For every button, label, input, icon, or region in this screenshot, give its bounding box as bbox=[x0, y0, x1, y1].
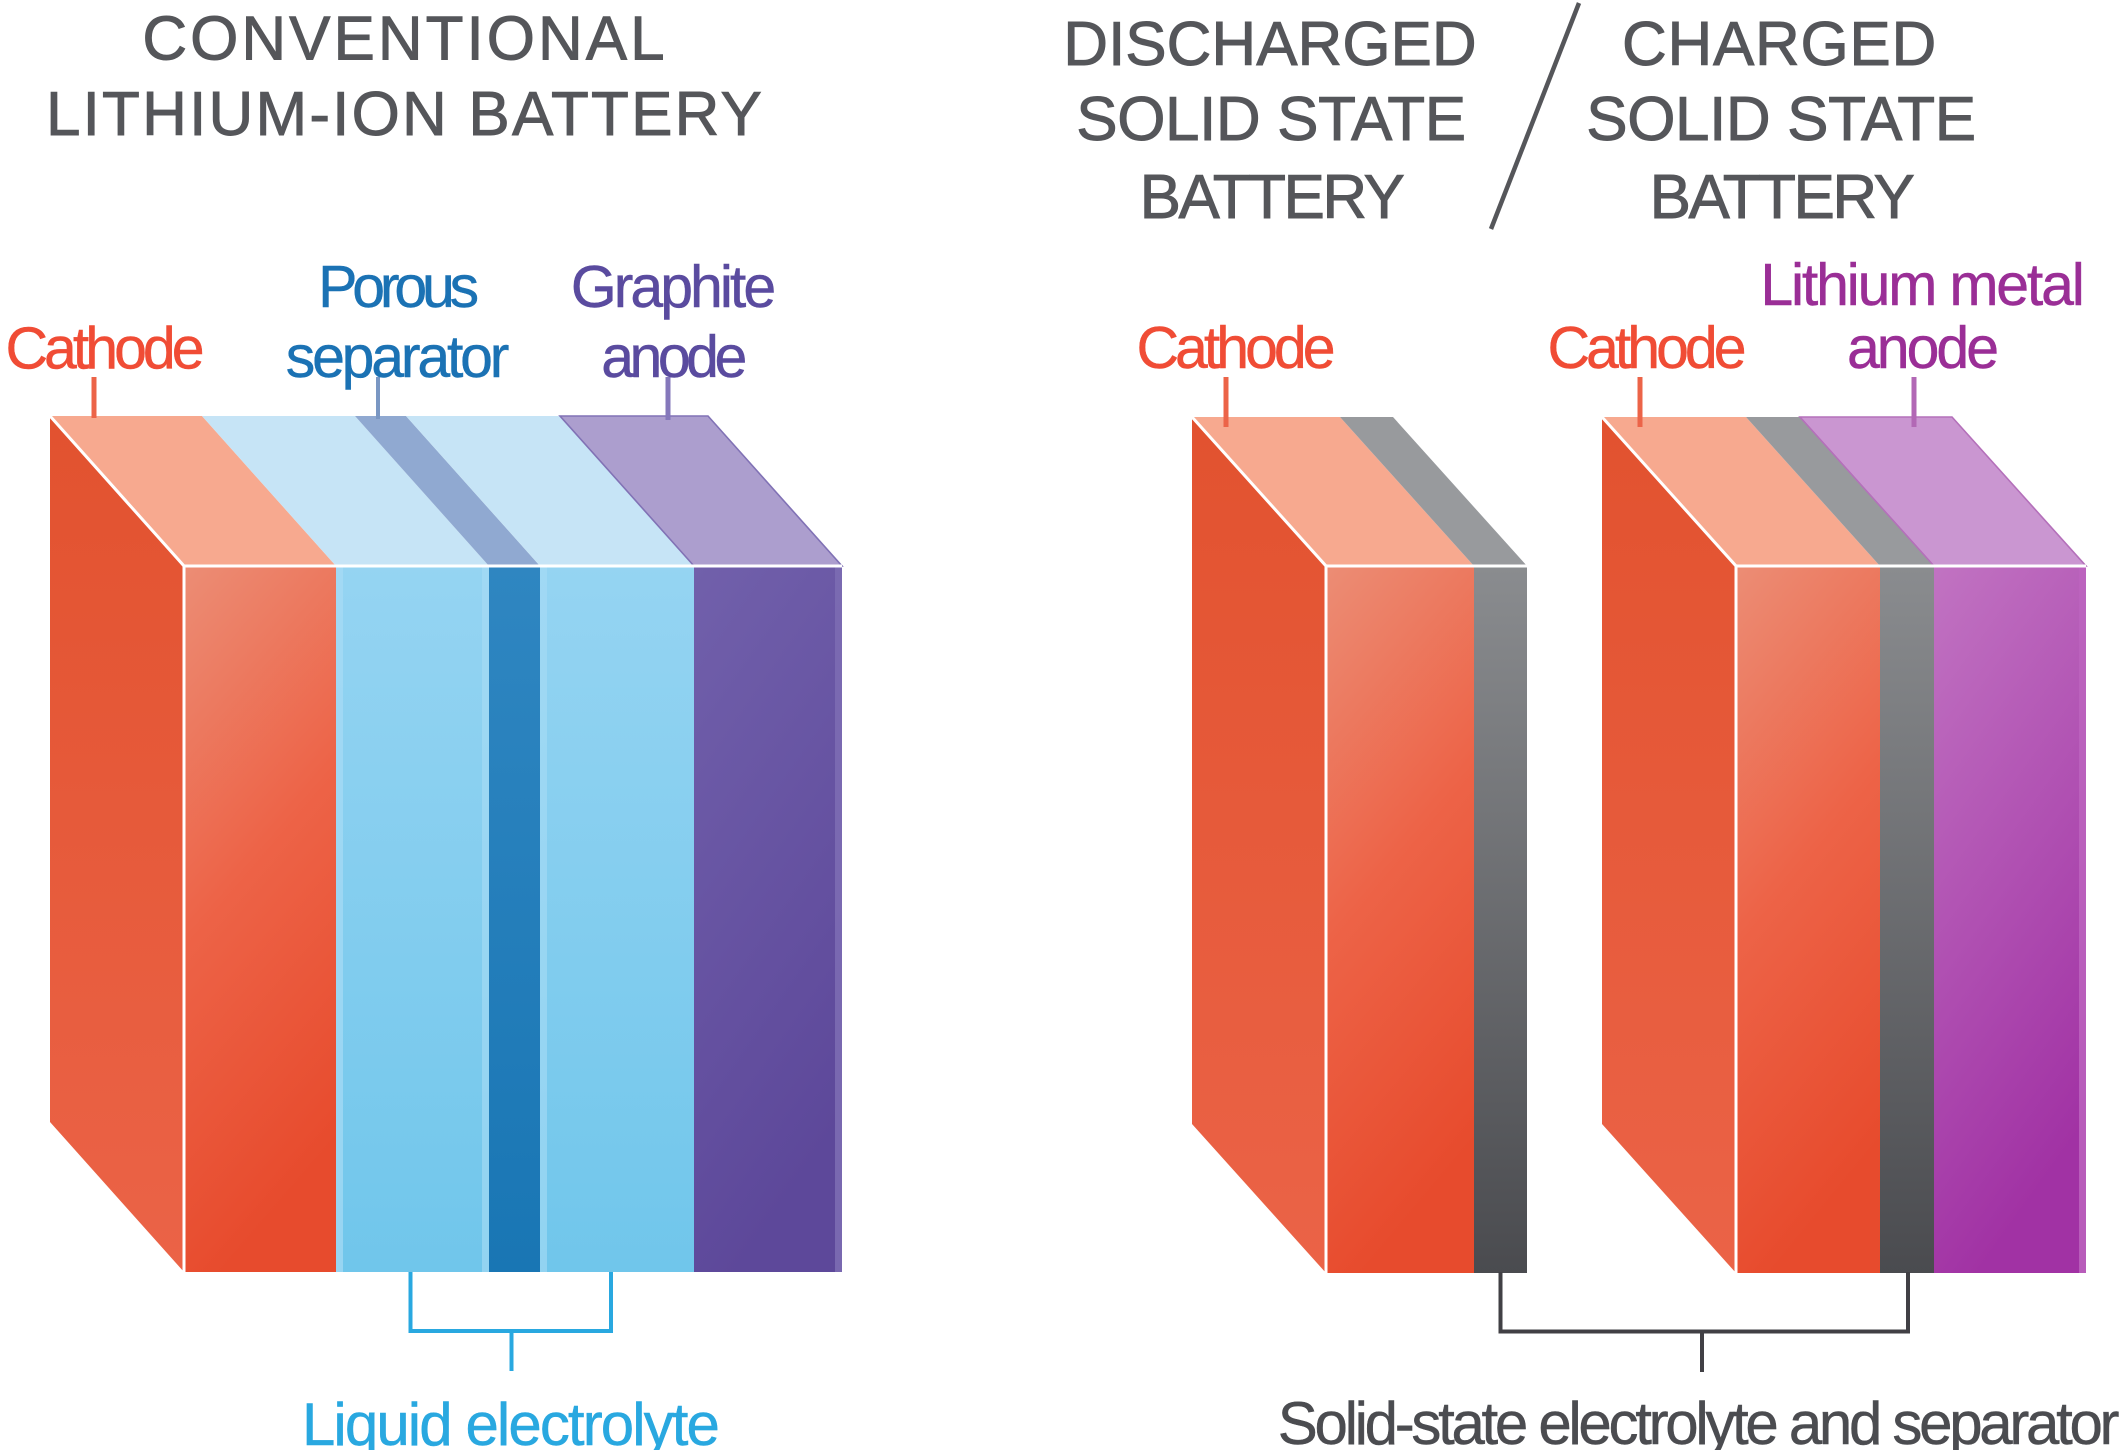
svg-text:Cathode: Cathode bbox=[5, 316, 202, 382]
svg-text:CONVENTIONAL: CONVENTIONAL bbox=[142, 5, 667, 74]
svg-text:LITHIUM-ION BATTERY: LITHIUM-ION BATTERY bbox=[46, 80, 764, 149]
svg-text:Liquid electrolyte: Liquid electrolyte bbox=[302, 1391, 718, 1450]
svg-text:Porous: Porous bbox=[318, 254, 477, 320]
svg-text:DISCHARGED: DISCHARGED bbox=[1063, 10, 1476, 79]
svg-text:Graphite: Graphite bbox=[571, 254, 774, 320]
svg-text:Solid-state electrolyte and se: Solid-state electrolyte and separator bbox=[1278, 1390, 2119, 1450]
svg-text:CHARGED: CHARGED bbox=[1622, 10, 1937, 79]
svg-text:Lithium metal: Lithium metal bbox=[1760, 252, 2082, 318]
svg-text:Cathode: Cathode bbox=[1136, 315, 1333, 381]
svg-text:Cathode: Cathode bbox=[1547, 315, 1744, 381]
svg-text:anode: anode bbox=[1847, 315, 1997, 381]
svg-text:SOLID STATE: SOLID STATE bbox=[1076, 85, 1466, 154]
svg-text:separator: separator bbox=[286, 324, 509, 390]
svg-text:BATTERY: BATTERY bbox=[1650, 163, 1914, 232]
svg-text:BATTERY: BATTERY bbox=[1140, 163, 1404, 232]
svg-text:SOLID STATE: SOLID STATE bbox=[1586, 85, 1976, 154]
svg-text:anode: anode bbox=[601, 324, 745, 390]
